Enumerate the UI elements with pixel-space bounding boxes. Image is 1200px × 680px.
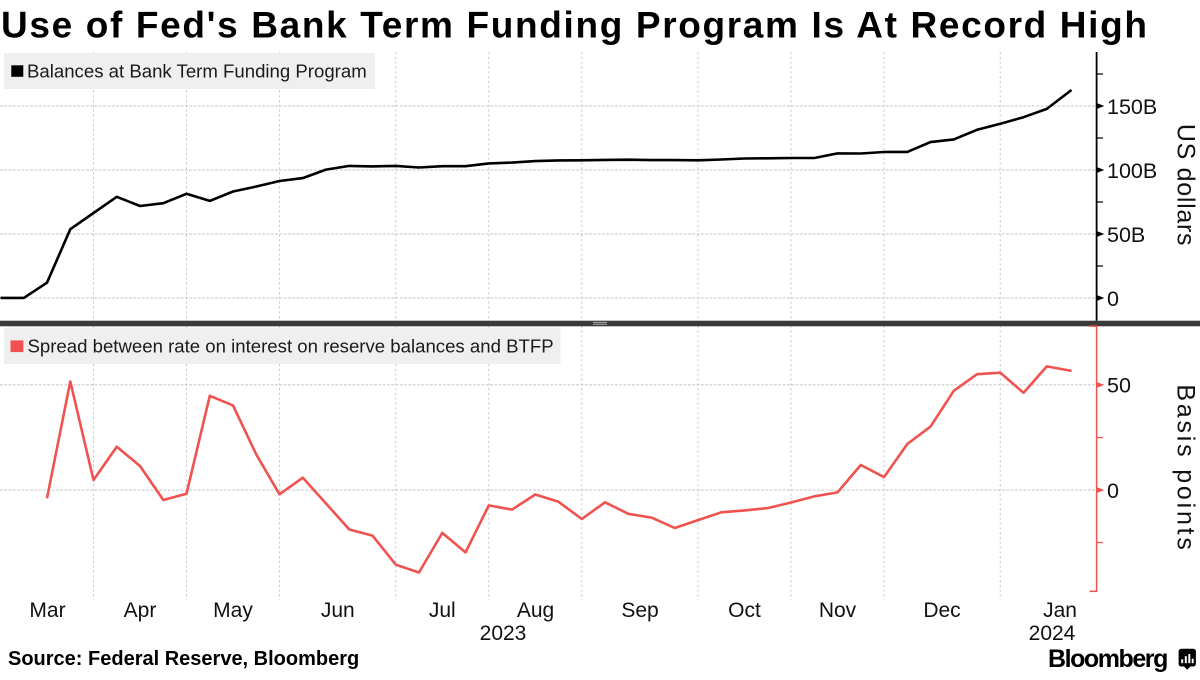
svg-text:US dollars: US dollars: [1172, 124, 1200, 246]
svg-text:Source: Federal Reserve, Bloom: Source: Federal Reserve, Bloomberg: [8, 648, 359, 670]
svg-text:Spread between rate on interes: Spread between rate on interest on reser…: [28, 335, 554, 356]
svg-text:100B: 100B: [1107, 159, 1157, 183]
svg-text:Use of Fed's Bank Term Funding: Use of Fed's Bank Term Funding Program I…: [1, 5, 1149, 46]
svg-text:Jun: Jun: [321, 599, 355, 622]
svg-text:2023: 2023: [480, 622, 527, 645]
svg-text:Mar: Mar: [29, 599, 65, 622]
svg-text:Jan: Jan: [1043, 599, 1077, 622]
svg-text:Nov: Nov: [819, 599, 857, 622]
svg-text:0: 0: [1107, 479, 1119, 503]
svg-text:0: 0: [1107, 287, 1119, 311]
svg-text:May: May: [213, 599, 253, 622]
svg-text:Oct: Oct: [728, 599, 761, 622]
svg-text:50: 50: [1107, 374, 1131, 398]
svg-text:Aug: Aug: [517, 599, 554, 622]
svg-text:Dec: Dec: [923, 599, 960, 622]
svg-text:Balances at Bank Term Funding: Balances at Bank Term Funding Program: [27, 61, 367, 82]
svg-text:Sep: Sep: [621, 599, 658, 622]
svg-text:Bloomberg: Bloomberg: [1048, 645, 1167, 673]
svg-text:150B: 150B: [1107, 95, 1157, 119]
svg-text:Jul: Jul: [429, 599, 456, 622]
svg-text:Basis points: Basis points: [1172, 384, 1200, 552]
svg-text:2024: 2024: [1029, 622, 1076, 645]
svg-text:Apr: Apr: [124, 599, 157, 622]
svg-text:50B: 50B: [1107, 223, 1145, 247]
